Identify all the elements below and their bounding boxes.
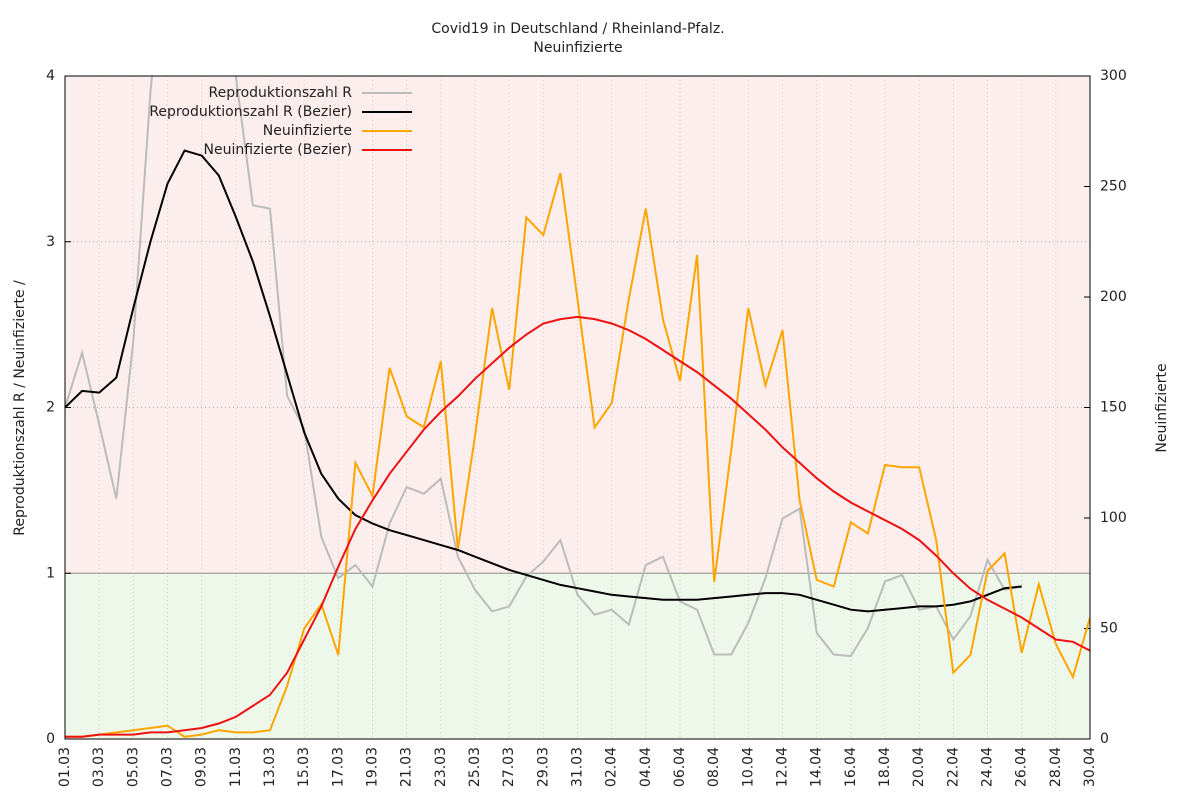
y-tick-label: 4	[46, 68, 55, 84]
x-tick-label: 03.03	[91, 747, 107, 787]
y2-tick-label: 300	[1100, 68, 1127, 84]
x-tick-label: 11.03	[228, 747, 244, 787]
x-tick-label: 27.03	[501, 747, 517, 787]
x-tick-label: 06.04	[672, 747, 688, 787]
x-tick-label: 26.04	[1014, 747, 1030, 787]
x-tick-label: 09.03	[194, 747, 210, 787]
plot-frame	[64, 75, 1091, 740]
y2-tick-label: 100	[1100, 510, 1127, 526]
y2-tick-label: 150	[1100, 400, 1127, 416]
x-tick-label: 16.04	[843, 747, 859, 787]
series-line	[65, 76, 1022, 658]
plot-area	[65, 76, 1090, 738]
x-tick-label: 24.04	[980, 747, 996, 787]
legend-label: Reproduktionszahl R	[209, 85, 353, 101]
x-tick-label: 28.04	[1048, 747, 1064, 787]
legend-label: Neuinfizierte (Bezier)	[204, 142, 352, 158]
y-axis-label: Reproduktionszahl R / Neuinfizierte /	[12, 280, 28, 536]
x-tick-label: 15.03	[296, 747, 312, 787]
chart-subtitle: Neuinfizierte	[533, 40, 622, 56]
y-tick-label: 2	[46, 400, 55, 416]
x-tick-label: 08.04	[706, 747, 722, 787]
x-tick-label: 17.03	[330, 747, 346, 787]
x-tick-label: 22.04	[945, 747, 961, 787]
x-tick-label: 14.04	[809, 747, 825, 787]
legend-label: Neuinfizierte	[263, 123, 352, 139]
x-tick-label: 12.04	[775, 747, 791, 787]
x-tick-label: 13.03	[262, 747, 278, 787]
y2-tick-label: 50	[1100, 621, 1118, 637]
x-tick-label: 21.03	[399, 747, 415, 787]
legend-label: Reproduktionszahl R (Bezier)	[149, 104, 352, 120]
x-tick-label: 07.03	[160, 747, 176, 787]
x-tick-label: 23.03	[433, 747, 449, 787]
x-tick-label: 02.04	[604, 747, 620, 787]
y2-tick-label: 250	[1100, 179, 1127, 195]
x-tick-label: 25.03	[467, 747, 483, 787]
y2-tick-label: 0	[1100, 731, 1109, 747]
y-tick-label: 0	[46, 731, 55, 747]
y2-axis-label: Neuinfizierte	[1154, 363, 1170, 452]
x-tick-label: 30.04	[1082, 747, 1098, 787]
x-tick-label: 29.03	[535, 747, 551, 787]
y-tick-label: 3	[46, 234, 55, 250]
y-tick-label: 1	[46, 565, 55, 581]
x-tick-label: 19.03	[365, 747, 381, 787]
x-tick-label: 04.04	[638, 747, 654, 787]
chart-title: Covid19 in Deutschland / Rheinland-Pfalz…	[431, 21, 724, 37]
x-tick-label: 20.04	[911, 747, 927, 787]
x-tick-label: 31.03	[570, 747, 586, 787]
series-line	[65, 315, 1090, 738]
series-line	[65, 149, 1022, 613]
x-tick-label: 05.03	[125, 747, 141, 787]
series-line	[65, 172, 1090, 738]
y2-tick-label: 200	[1100, 289, 1127, 305]
x-tick-label: 18.04	[877, 747, 893, 787]
x-tick-label: 10.04	[740, 747, 756, 787]
x-tick-label: 01.03	[57, 747, 73, 787]
